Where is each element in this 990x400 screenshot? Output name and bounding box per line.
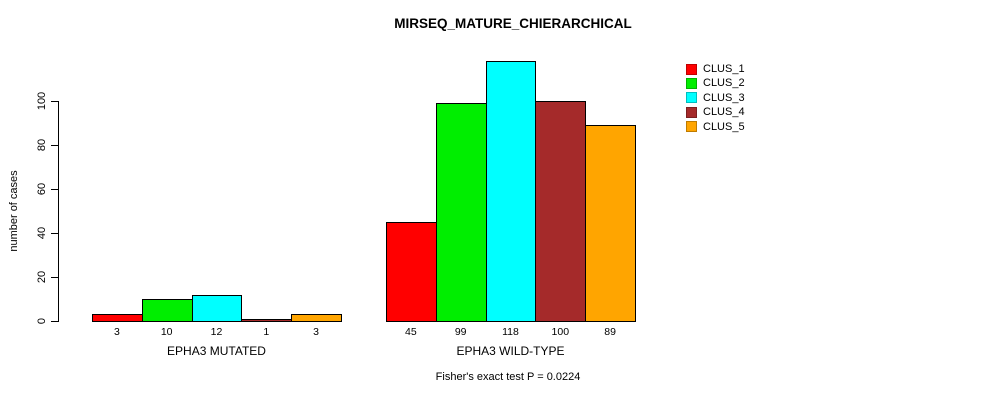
x-group-label: EPHA3 WILD-TYPE xyxy=(456,344,565,358)
legend-item-clus_1: CLUS_1 xyxy=(686,63,745,75)
chart-title: MIRSEQ_MATURE_CHIERARCHICAL xyxy=(394,16,632,31)
bar-clus_1-0 xyxy=(92,314,143,322)
legend-color-swatch xyxy=(686,121,697,133)
y-axis-tick xyxy=(51,233,58,234)
legend-item-clus_5: CLUS_5 xyxy=(686,121,745,133)
bar-value-label: 10 xyxy=(160,326,173,338)
y-axis-tick-label: 60 xyxy=(36,182,48,196)
bar-value-label: 3 xyxy=(313,326,320,338)
bar-value-label: 1 xyxy=(263,326,270,338)
legend-label: CLUS_2 xyxy=(703,77,745,90)
bar-value-label: 89 xyxy=(604,326,616,338)
bar-value-label: 99 xyxy=(454,326,467,338)
bar-clus_4-0 xyxy=(241,318,293,322)
bar-clus_2-0 xyxy=(141,299,193,322)
legend-label: CLUS_1 xyxy=(703,63,745,75)
bar-clus_3-0 xyxy=(191,294,243,322)
bar-clus_3-1 xyxy=(485,61,537,322)
legend-label: CLUS_3 xyxy=(703,91,745,104)
fisher-test-annotation: Fisher's exact test P = 0.0224 xyxy=(435,371,581,383)
y-axis-line xyxy=(58,101,59,322)
bar-value-label: 3 xyxy=(113,326,120,338)
y-axis-tick-label: 0 xyxy=(36,317,48,325)
bar-value-label: 12 xyxy=(210,326,223,338)
y-axis-tick xyxy=(51,101,58,102)
bar-clus_4-1 xyxy=(535,101,587,322)
bar-clus_2-1 xyxy=(435,103,487,322)
bar-clus_5-1 xyxy=(585,125,636,322)
legend-color-swatch xyxy=(686,63,697,75)
y-axis-tick xyxy=(51,321,58,322)
y-axis-tick xyxy=(51,189,58,190)
legend-item-clus_4: CLUS_4 xyxy=(686,106,745,118)
bar-value-label: 118 xyxy=(502,326,519,338)
legend-item-clus_2: CLUS_2 xyxy=(686,77,745,89)
y-axis-tick-label: 100 xyxy=(36,91,48,111)
bar-value-label: 100 xyxy=(551,326,570,338)
bar-value-label: 45 xyxy=(405,326,417,338)
y-axis-tick-label: 80 xyxy=(36,138,48,152)
legend-color-swatch xyxy=(686,92,697,104)
y-axis-tick xyxy=(51,145,58,146)
x-group-label: EPHA3 MUTATED xyxy=(167,344,266,358)
bar-clus_5-0 xyxy=(291,314,342,322)
y-axis-tick-label: 40 xyxy=(36,226,48,240)
legend-label: CLUS_4 xyxy=(703,106,745,119)
legend-item-clus_3: CLUS_3 xyxy=(686,92,745,104)
y-axis-tick-label: 20 xyxy=(36,270,48,284)
y-axis-tick xyxy=(51,277,58,278)
legend-color-swatch xyxy=(686,77,697,89)
legend-label: CLUS_5 xyxy=(703,120,745,133)
bar-clus_1-1 xyxy=(386,222,437,322)
y-axis-label: number of cases xyxy=(8,170,20,252)
legend-color-swatch xyxy=(686,106,697,118)
